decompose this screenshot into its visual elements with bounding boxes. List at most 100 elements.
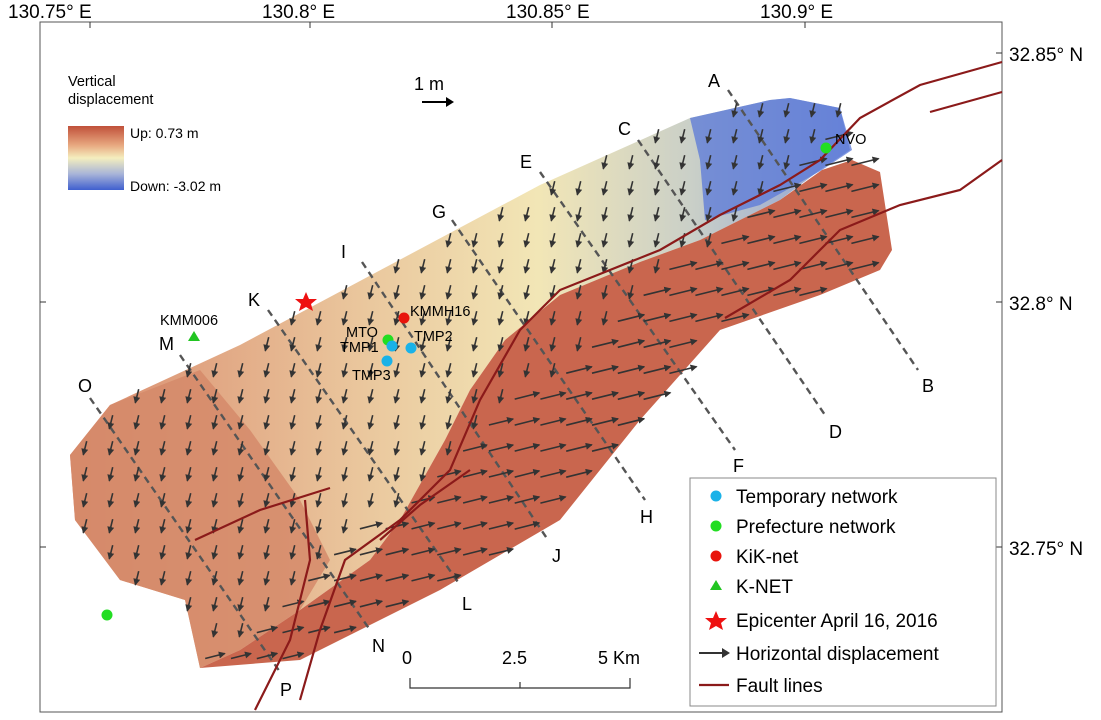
scalebar-tick-2-5: 2.5 bbox=[502, 648, 527, 668]
displacement-arrow bbox=[419, 389, 427, 404]
displacement-arrow bbox=[256, 625, 279, 634]
displacement-arrow bbox=[575, 259, 583, 274]
displacement-arrow bbox=[263, 519, 271, 534]
displacement-arrow bbox=[289, 467, 297, 482]
displacement-arrow bbox=[393, 285, 401, 300]
prefecture-station-southwest-icon bbox=[101, 609, 113, 621]
lon-tick-130-8: 130.8° E bbox=[262, 2, 335, 23]
displacement-arrow bbox=[523, 363, 531, 378]
displacement-arrow bbox=[393, 493, 401, 508]
displacement-arrow bbox=[185, 597, 193, 612]
displacement-arrow bbox=[308, 573, 331, 582]
fault-line-southwest bbox=[254, 499, 312, 711]
displacement-arrow bbox=[333, 547, 357, 556]
label-nvo: NVO bbox=[835, 132, 866, 148]
legend-box bbox=[689, 477, 997, 707]
displacement-arrow bbox=[411, 547, 436, 556]
displacement-arrow bbox=[263, 493, 271, 508]
displacement-arrow bbox=[133, 493, 141, 508]
legend-label-prefecture: Prefecture network bbox=[736, 517, 896, 538]
displacement-arrow bbox=[341, 363, 349, 378]
displacement-arrow bbox=[445, 389, 453, 404]
displacement-arrow bbox=[185, 519, 193, 534]
displacement-arrow bbox=[669, 312, 698, 323]
displacement-arrow bbox=[627, 285, 635, 300]
displacement-arrow bbox=[643, 312, 672, 323]
displacement-arrow bbox=[419, 415, 427, 430]
displacement-arrow bbox=[159, 545, 167, 560]
displacement-arrow bbox=[237, 389, 245, 404]
displacement-arrow bbox=[721, 234, 750, 245]
displacement-arrow bbox=[185, 571, 193, 586]
displacement-arrow bbox=[211, 415, 219, 430]
displacement-arrow bbox=[669, 286, 698, 297]
displacement-arrow bbox=[419, 363, 427, 378]
displacement-arrow bbox=[825, 156, 854, 167]
profile-letters: A B C D E F G H I J K L M N O P bbox=[78, 71, 934, 700]
displacement-arrow bbox=[809, 103, 817, 118]
displacement-arrow bbox=[367, 363, 375, 378]
displacement-arrow bbox=[445, 337, 453, 352]
displacement-arrow bbox=[757, 181, 765, 196]
displacement-arrow bbox=[393, 259, 401, 274]
displacement-arrow bbox=[825, 182, 854, 193]
displacement-arrow bbox=[367, 441, 375, 456]
displacement-arrow bbox=[679, 155, 687, 170]
displacement-arrow bbox=[81, 519, 89, 534]
displacement-arrow bbox=[653, 207, 661, 222]
displacement-arrow bbox=[497, 337, 505, 352]
displacement-arrow bbox=[488, 547, 515, 556]
displacement-arrow bbox=[211, 571, 219, 586]
displacement-arrow bbox=[497, 389, 505, 404]
displacement-arrow bbox=[315, 545, 323, 560]
displacement-arrow bbox=[159, 493, 167, 508]
displacement-arrow bbox=[445, 285, 453, 300]
lon-tick-130-9: 130.9° E bbox=[760, 2, 833, 23]
displacement-arrow bbox=[237, 467, 245, 482]
displacement-arrow bbox=[695, 286, 724, 297]
displacement-arrow bbox=[773, 286, 802, 297]
displacement-arrow bbox=[341, 311, 349, 326]
displacement-arrow bbox=[705, 181, 713, 196]
displacement-arrow bbox=[263, 441, 271, 456]
displacement-arrow bbox=[514, 390, 541, 400]
displacement-arrow bbox=[315, 337, 323, 352]
displacement-arrow bbox=[185, 545, 193, 560]
displacement-arrow bbox=[783, 155, 791, 170]
displacement-arrow bbox=[825, 130, 854, 141]
label-mto: MTO bbox=[346, 325, 378, 341]
lon-tick-130-75: 130.75° E bbox=[8, 2, 92, 23]
displacement-arrow bbox=[237, 623, 245, 638]
profile-label-b: B bbox=[922, 376, 934, 396]
displacement-arrow bbox=[601, 259, 609, 274]
displacement-arrow bbox=[809, 129, 817, 144]
displacement-arrow bbox=[488, 495, 515, 504]
profile-label-n: N bbox=[372, 636, 385, 656]
displacement-arrow bbox=[566, 364, 593, 374]
displacement-arrow bbox=[437, 547, 462, 556]
displacement-arrow bbox=[341, 337, 349, 352]
displacement-arrow bbox=[523, 233, 531, 248]
displacement-arrow bbox=[721, 260, 750, 271]
nvo-station-icon bbox=[820, 142, 832, 154]
displacement-arrow bbox=[669, 338, 698, 349]
colorbar-gradient bbox=[68, 126, 124, 190]
scalebar-tick-5: 5 Km bbox=[598, 648, 640, 668]
legend-epicenter-star-icon bbox=[705, 611, 727, 630]
profile-line-ef bbox=[539, 171, 736, 451]
displacement-arrow bbox=[731, 129, 739, 144]
displacement-arrow bbox=[669, 260, 698, 271]
displacement-arrow bbox=[757, 155, 765, 170]
displacement-arrow bbox=[256, 651, 279, 660]
displacement-arrow bbox=[471, 285, 479, 300]
displacement-arrow bbox=[333, 625, 357, 634]
displacement-arrow bbox=[799, 234, 828, 245]
displacement-arrow bbox=[445, 311, 453, 326]
displacement-arrow bbox=[575, 181, 583, 196]
displacement-arrow bbox=[695, 312, 724, 323]
displacement-arrow bbox=[359, 599, 384, 608]
lon-tick-130-85: 130.85° E bbox=[506, 2, 590, 23]
displacement-arrow bbox=[315, 311, 323, 326]
displacement-arrow bbox=[471, 233, 479, 248]
